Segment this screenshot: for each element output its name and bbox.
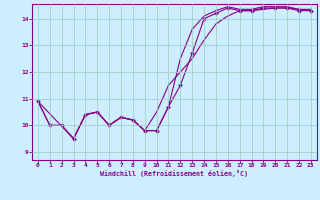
X-axis label: Windchill (Refroidissement éolien,°C): Windchill (Refroidissement éolien,°C) (100, 170, 248, 177)
